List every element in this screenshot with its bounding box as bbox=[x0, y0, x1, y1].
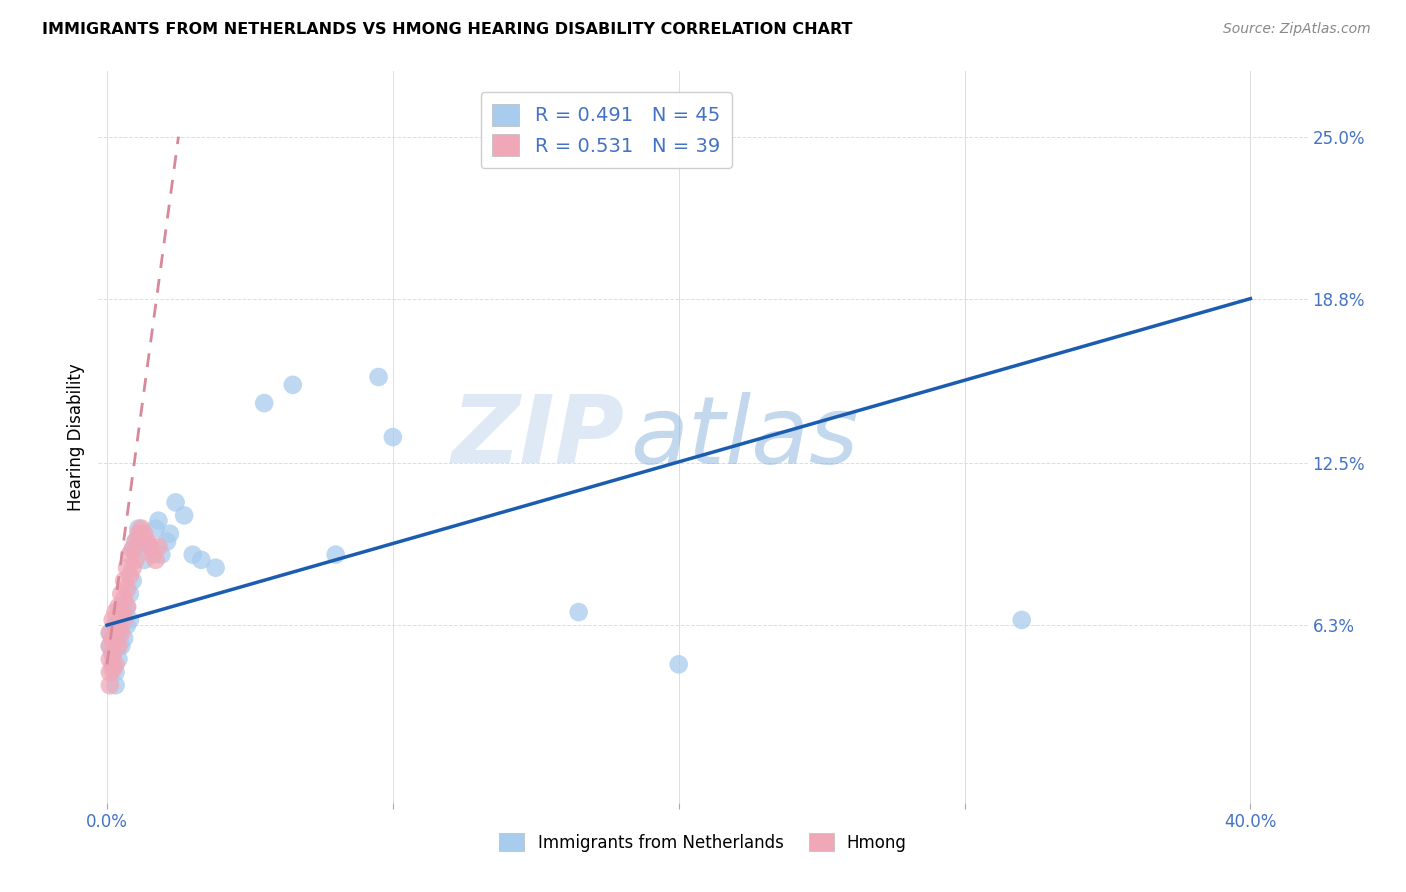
Point bbox=[568, 605, 591, 619]
Point bbox=[101, 632, 124, 646]
Text: ZIP: ZIP bbox=[451, 391, 624, 483]
Point bbox=[107, 621, 129, 635]
Point bbox=[110, 626, 132, 640]
Point bbox=[1011, 613, 1033, 627]
Point bbox=[159, 526, 181, 541]
Point bbox=[101, 663, 124, 677]
Point bbox=[110, 605, 132, 619]
Point bbox=[121, 560, 143, 574]
Point bbox=[668, 657, 690, 672]
Point bbox=[204, 560, 226, 574]
Point bbox=[101, 632, 124, 646]
Point bbox=[98, 652, 121, 666]
Point bbox=[98, 626, 121, 640]
Point bbox=[150, 548, 173, 562]
Point bbox=[112, 632, 135, 646]
Legend: Immigrants from Netherlands, Hmong: Immigrants from Netherlands, Hmong bbox=[491, 825, 915, 860]
Text: atlas: atlas bbox=[630, 392, 859, 483]
Point bbox=[101, 647, 124, 661]
Point bbox=[107, 639, 129, 653]
Point bbox=[253, 396, 276, 410]
Point bbox=[107, 639, 129, 653]
Point bbox=[115, 599, 138, 614]
Point bbox=[139, 540, 162, 554]
Point bbox=[145, 553, 167, 567]
Point bbox=[367, 370, 389, 384]
Point bbox=[118, 613, 141, 627]
Point bbox=[118, 568, 141, 582]
Point bbox=[134, 526, 156, 541]
Point bbox=[124, 534, 146, 549]
Point bbox=[104, 657, 127, 672]
Point bbox=[107, 599, 129, 614]
Point bbox=[129, 521, 152, 535]
Point bbox=[101, 647, 124, 661]
Point bbox=[110, 613, 132, 627]
Point bbox=[98, 639, 121, 653]
Point bbox=[98, 639, 121, 653]
Point bbox=[281, 377, 304, 392]
Point bbox=[104, 633, 127, 648]
Point bbox=[98, 678, 121, 692]
Point bbox=[127, 526, 149, 541]
Point bbox=[121, 542, 143, 557]
Point bbox=[101, 613, 124, 627]
Point bbox=[145, 521, 167, 535]
Point bbox=[156, 534, 179, 549]
Point bbox=[115, 599, 138, 614]
Point bbox=[115, 582, 138, 596]
Point bbox=[136, 534, 159, 549]
Point bbox=[112, 605, 135, 619]
Point bbox=[134, 553, 156, 567]
Text: IMMIGRANTS FROM NETHERLANDS VS HMONG HEARING DISABILITY CORRELATION CHART: IMMIGRANTS FROM NETHERLANDS VS HMONG HEA… bbox=[42, 22, 852, 37]
Point bbox=[110, 639, 132, 653]
Point bbox=[173, 508, 195, 523]
Point bbox=[115, 560, 138, 574]
Point bbox=[121, 574, 143, 588]
Point bbox=[129, 534, 152, 549]
Point bbox=[104, 618, 127, 632]
Point bbox=[115, 618, 138, 632]
Point bbox=[181, 548, 204, 562]
Point bbox=[124, 553, 146, 567]
Point bbox=[148, 540, 170, 554]
Point bbox=[381, 430, 404, 444]
Point bbox=[112, 592, 135, 607]
Point bbox=[98, 665, 121, 680]
Y-axis label: Hearing Disability: Hearing Disability bbox=[66, 363, 84, 511]
Point bbox=[112, 574, 135, 588]
Point bbox=[110, 587, 132, 601]
Point bbox=[104, 678, 127, 692]
Point bbox=[127, 521, 149, 535]
Point bbox=[107, 626, 129, 640]
Point bbox=[165, 495, 187, 509]
Point bbox=[104, 632, 127, 646]
Point bbox=[325, 548, 347, 562]
Point bbox=[104, 618, 127, 632]
Point bbox=[148, 514, 170, 528]
Point bbox=[118, 548, 141, 562]
Point bbox=[104, 665, 127, 680]
Point bbox=[118, 587, 141, 601]
Point bbox=[112, 613, 135, 627]
Point bbox=[124, 534, 146, 549]
Point bbox=[190, 553, 212, 567]
Point bbox=[98, 626, 121, 640]
Point bbox=[101, 657, 124, 672]
Point bbox=[104, 605, 127, 619]
Point bbox=[139, 540, 162, 554]
Point bbox=[107, 652, 129, 666]
Text: Source: ZipAtlas.com: Source: ZipAtlas.com bbox=[1223, 22, 1371, 37]
Point bbox=[142, 548, 165, 562]
Point bbox=[121, 542, 143, 557]
